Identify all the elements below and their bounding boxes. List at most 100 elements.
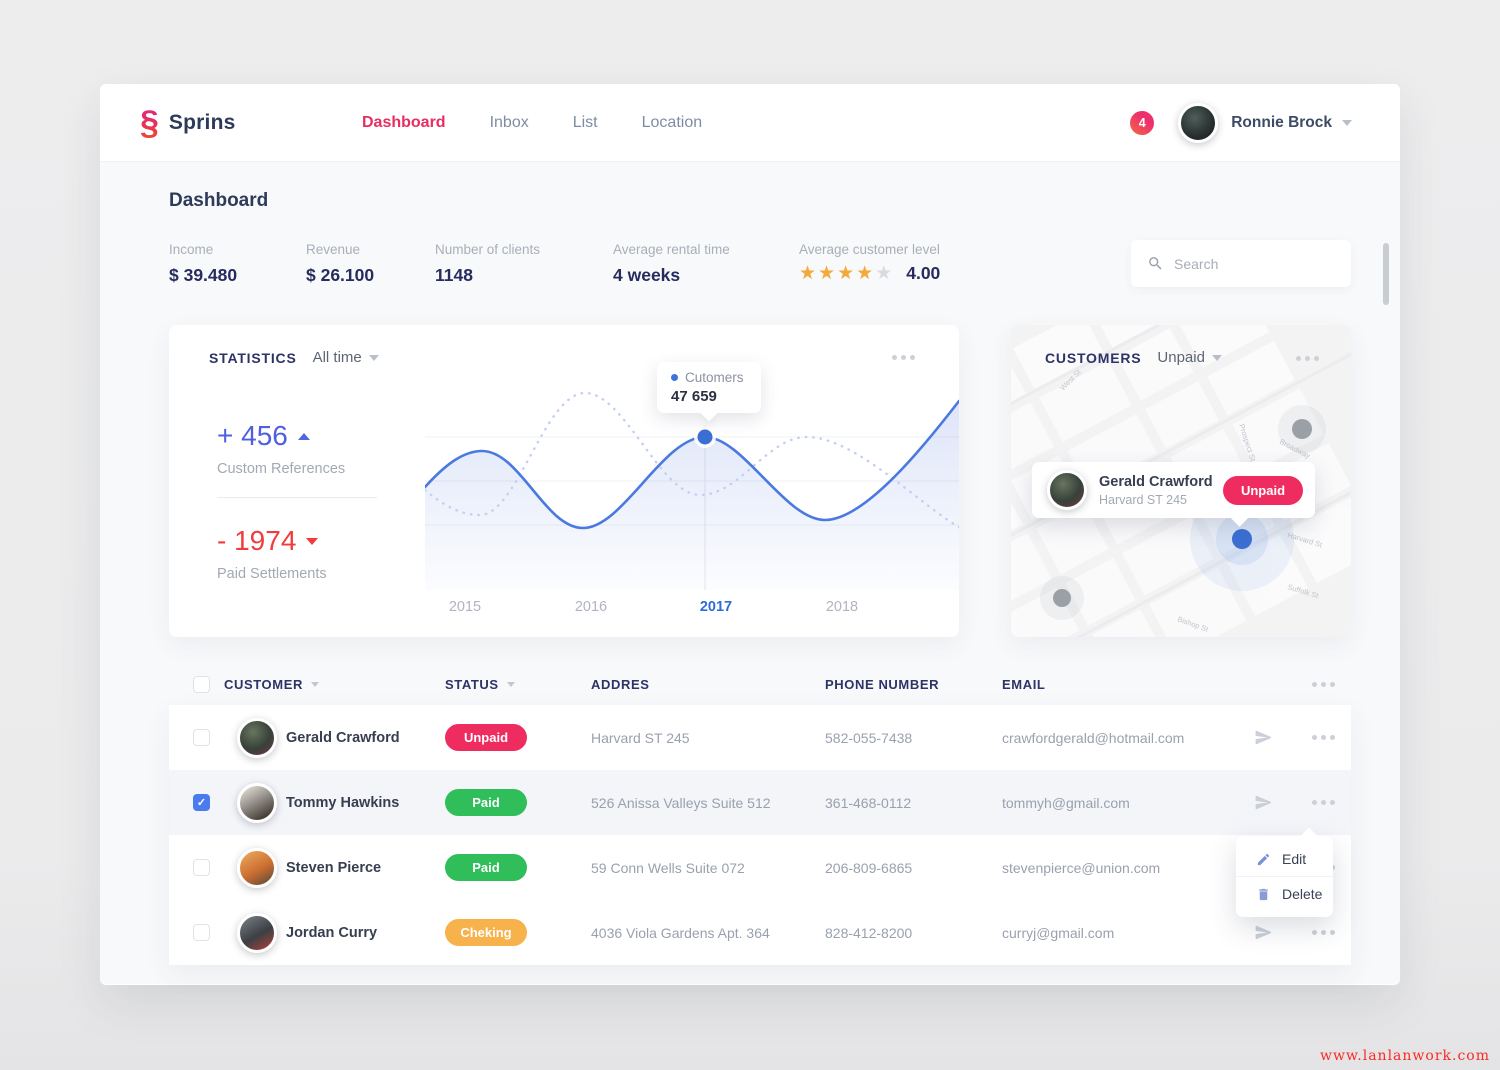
metric-value: - 1974 bbox=[217, 525, 297, 556]
line-chart-svg bbox=[423, 391, 959, 590]
column-header-address[interactable]: ADDRES bbox=[591, 676, 650, 692]
table-row[interactable]: Steven Pierce Paid 59 Conn Wells Suite 0… bbox=[169, 835, 1351, 900]
page-title: Dashboard bbox=[169, 190, 269, 211]
table-more-menu[interactable] bbox=[1312, 681, 1335, 687]
customer-phone: 828-412-8200 bbox=[825, 924, 913, 941]
customer-address: Harvard ST 245 bbox=[591, 729, 690, 746]
tooltip-series-name: Cutomers bbox=[685, 370, 744, 385]
customer-address: 4036 Viola Gardens Apt. 364 bbox=[591, 924, 770, 941]
main-nav: Dashboard Inbox List Location bbox=[362, 114, 702, 132]
stat-revenue: Revenue $ 26.100 bbox=[306, 242, 374, 286]
row-checkbox[interactable] bbox=[193, 859, 210, 876]
customer-avatar bbox=[237, 847, 277, 888]
stat-value: $ 26.100 bbox=[306, 265, 375, 285]
metric-paid-settlements: - 1974 Paid Settlements bbox=[217, 525, 327, 582]
customer-address: 59 Conn Wells Suite 072 bbox=[591, 859, 745, 876]
chart-tooltip: Cutomers 47 659 bbox=[657, 362, 761, 413]
send-icon[interactable] bbox=[1254, 923, 1273, 942]
stat-label: Average rental time bbox=[613, 242, 730, 257]
metric-label: Paid Settlements bbox=[217, 566, 327, 582]
series-dot-icon bbox=[671, 374, 678, 381]
customers-line-chart[interactable]: Cutomers 47 659 bbox=[423, 362, 959, 590]
star-filled-icon: ★ bbox=[799, 263, 817, 284]
row-actions-menu[interactable] bbox=[1312, 930, 1335, 935]
column-header-email[interactable]: EMAIL bbox=[1002, 676, 1046, 692]
stat-average-customer-level: Average customer level ★ ★ ★ ★ ★ 4.00 bbox=[799, 242, 940, 285]
row-actions-menu[interactable] bbox=[1312, 735, 1335, 740]
chart-highlight-marker[interactable] bbox=[694, 426, 716, 448]
context-menu-delete[interactable]: Delete bbox=[1236, 877, 1333, 911]
customers-title: CUSTOMERS bbox=[1045, 349, 1142, 366]
trash-icon bbox=[1259, 888, 1268, 900]
row-checkbox-checked[interactable]: ✓ bbox=[193, 794, 210, 811]
metric-custom-references: + 456 Custom References bbox=[217, 420, 345, 477]
chart-x-axis: 2015 2016 2017 2018 bbox=[425, 599, 959, 619]
send-icon[interactable] bbox=[1254, 793, 1273, 812]
x-tick-2018[interactable]: 2018 bbox=[825, 599, 859, 615]
row-checkbox[interactable] bbox=[193, 924, 210, 941]
customer-map-popup[interactable]: Gerald Crawford Harvard ST 245 Unpaid bbox=[1032, 462, 1315, 518]
rating-value: 4.00 bbox=[906, 263, 941, 283]
customer-name: Jordan Curry bbox=[286, 924, 378, 941]
nav-item-location[interactable]: Location bbox=[641, 113, 703, 131]
popup-customer-name: Gerald Crawford bbox=[1099, 473, 1213, 490]
table-row[interactable]: Gerald Crawford Unpaid Harvard ST 245 58… bbox=[169, 705, 1351, 770]
time-filter-dropdown[interactable]: All time bbox=[313, 349, 379, 366]
customer-email: stevenpierce@union.com bbox=[1002, 859, 1161, 876]
search-input[interactable] bbox=[1174, 255, 1334, 272]
nav-item-inbox[interactable]: Inbox bbox=[489, 113, 529, 131]
watermark: www.lanlanwork.com bbox=[1319, 1048, 1490, 1064]
select-all-checkbox[interactable] bbox=[193, 675, 210, 693]
dashboard-content: Dashboard Income $ 39.480 Revenue $ 26.1… bbox=[100, 162, 1400, 984]
row-checkbox[interactable] bbox=[193, 729, 210, 746]
statistics-more-menu[interactable] bbox=[892, 355, 915, 360]
divider bbox=[1236, 876, 1333, 877]
table-row[interactable]: Jordan Curry Cheking 4036 Viola Gardens … bbox=[169, 900, 1351, 965]
nav-item-dashboard[interactable]: Dashboard bbox=[362, 113, 446, 131]
stat-value: $ 39.480 bbox=[169, 265, 238, 285]
star-filled-icon: ★ bbox=[856, 263, 874, 284]
column-header-customer[interactable]: CUSTOMER bbox=[224, 677, 445, 692]
table-body: Gerald Crawford Unpaid Harvard ST 245 58… bbox=[169, 705, 1351, 965]
row-actions-menu-open[interactable] bbox=[1312, 800, 1335, 805]
nav-item-list[interactable]: List bbox=[572, 113, 598, 131]
customer-name: Tommy Hawkins bbox=[286, 794, 400, 811]
notification-badge[interactable]: 4 bbox=[1130, 110, 1155, 135]
table-row-selected[interactable]: ✓ Tommy Hawkins Paid 526 Anissa Valleys … bbox=[169, 770, 1351, 835]
chevron-down-icon[interactable] bbox=[1342, 119, 1352, 126]
popup-customer-address: Harvard ST 245 bbox=[1099, 492, 1188, 507]
popup-status-badge[interactable]: Unpaid bbox=[1223, 475, 1303, 505]
map-marker-gray-2[interactable] bbox=[1040, 576, 1084, 620]
scrollbar-thumb[interactable] bbox=[1383, 243, 1389, 305]
metric-label: Custom References bbox=[217, 461, 346, 477]
column-header-status[interactable]: STATUS bbox=[445, 677, 591, 692]
customer-phone: 582-055-7438 bbox=[825, 729, 913, 746]
trend-down-icon bbox=[306, 537, 319, 545]
x-tick-2015[interactable]: 2015 bbox=[448, 599, 482, 615]
stat-income: Income $ 39.480 bbox=[169, 242, 237, 286]
trend-up-icon bbox=[297, 432, 310, 440]
customer-avatar bbox=[237, 717, 277, 758]
stat-value: 1148 bbox=[435, 265, 473, 285]
customer-avatar bbox=[237, 912, 277, 953]
stat-label: Average customer level bbox=[799, 242, 940, 257]
status-badge: Paid bbox=[445, 789, 527, 816]
topbar-right: 4 Ronnie Brock bbox=[1130, 102, 1352, 143]
stat-label: Income bbox=[169, 242, 214, 257]
customer-email: curryj@gmail.com bbox=[1002, 924, 1115, 941]
x-tick-2017-active[interactable]: 2017 bbox=[699, 599, 733, 615]
customer-address: 526 Anissa Valleys Suite 512 bbox=[591, 794, 771, 811]
user-avatar[interactable] bbox=[1178, 102, 1219, 143]
customer-name: Gerald Crawford bbox=[286, 729, 400, 746]
context-menu-edit[interactable]: Edit bbox=[1236, 842, 1333, 876]
send-icon[interactable] bbox=[1254, 728, 1273, 747]
column-header-phone[interactable]: PHONE NUMBER bbox=[825, 676, 940, 692]
customer-avatar bbox=[237, 782, 277, 823]
metric-value: + 456 bbox=[217, 420, 288, 451]
map-marker-gray[interactable] bbox=[1278, 405, 1326, 453]
customer-avatar bbox=[1047, 470, 1087, 510]
stat-number-of-clients: Number of clients 1148 bbox=[435, 242, 540, 286]
status-filter-dropdown[interactable]: Unpaid bbox=[1157, 349, 1222, 366]
customers-more-menu[interactable] bbox=[1296, 356, 1319, 361]
x-tick-2016[interactable]: 2016 bbox=[574, 599, 608, 615]
